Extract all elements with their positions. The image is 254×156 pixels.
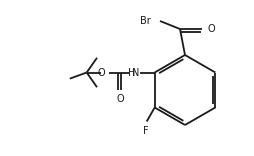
Text: O: O bbox=[207, 24, 215, 34]
Text: N: N bbox=[132, 68, 140, 78]
Text: O: O bbox=[97, 68, 105, 78]
Text: O: O bbox=[117, 95, 124, 105]
Text: H: H bbox=[128, 68, 136, 78]
Text: Br: Br bbox=[140, 16, 151, 26]
Text: F: F bbox=[143, 127, 149, 136]
